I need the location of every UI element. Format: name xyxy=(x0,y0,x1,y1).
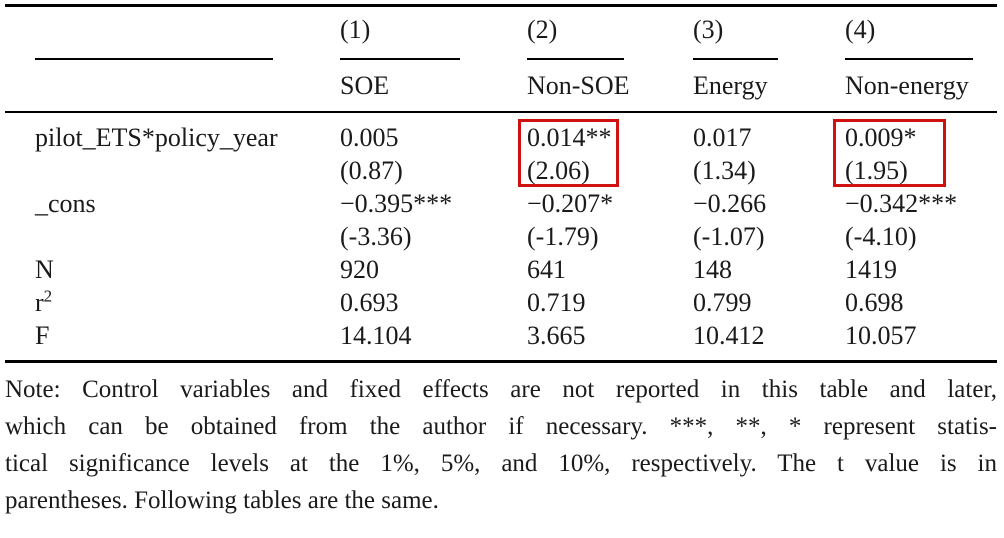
header-underline xyxy=(845,58,973,60)
note-line: parentheses. Following tables are the sa… xyxy=(5,487,439,514)
row-label: N xyxy=(35,255,54,284)
tvalue-cell: (-1.07) xyxy=(693,222,765,251)
column-number: (2) xyxy=(527,15,558,44)
stat-cell: 1419 xyxy=(845,255,897,284)
stat-cell: 0.693 xyxy=(340,288,399,317)
table-header: (1) (2) (3) (4) SOE Non-SOE Energy Non-e… xyxy=(5,6,997,113)
row-label xyxy=(5,220,340,253)
coefficient-cell: 0.017 xyxy=(693,123,752,152)
row-label: F xyxy=(35,321,50,350)
table-note: Note: Control variables and fixed effect… xyxy=(5,371,997,519)
coefficient-cell: −0.207* xyxy=(527,189,614,218)
stat-cell: 148 xyxy=(693,255,732,284)
note-line: tical significance levels at the 1%, 5%,… xyxy=(5,450,997,477)
highlight-box-nonsoe xyxy=(518,119,619,187)
coefficient-cell: −0.266 xyxy=(693,189,767,218)
note-line: Note: Control variables and fixed effect… xyxy=(5,376,997,403)
coefficient-cell: 0.009* xyxy=(845,123,917,152)
row-label xyxy=(5,154,340,187)
column-label: Non-SOE xyxy=(527,60,693,113)
column-number-row: (1) (2) (3) (4) xyxy=(5,6,997,60)
highlight-box-nonenergy xyxy=(833,119,946,187)
coefficient-cell: −0.395*** xyxy=(340,189,453,218)
header-underline xyxy=(35,58,273,60)
results-table: (1) (2) (3) (4) SOE Non-SOE Energy Non-e… xyxy=(5,4,997,363)
column-label: SOE xyxy=(340,60,527,113)
stat-cell: 0.698 xyxy=(845,288,904,317)
tvalue-cell: (0.87) xyxy=(340,156,403,185)
stat-cell: 641 xyxy=(527,255,566,284)
table-body: pilot_ETS*policy_year 0.005 0.014** 0.01… xyxy=(5,112,997,362)
column-number-cell: (2) xyxy=(527,6,693,60)
column-number: (3) xyxy=(693,15,724,44)
tvalue-cell: (1.34) xyxy=(693,156,756,185)
stat-cell: 10.057 xyxy=(845,321,917,350)
stub-header-cell xyxy=(5,60,340,113)
header-underline xyxy=(527,58,624,60)
tvalue-cell: (-3.36) xyxy=(340,222,412,251)
coefficient-cell: 0.014** xyxy=(527,123,612,152)
tvalue-cell: (1.95) xyxy=(845,156,908,185)
coefficient-cell: −0.342*** xyxy=(845,189,958,218)
row-label: _cons xyxy=(35,189,96,218)
column-label: Non-energy xyxy=(845,60,997,113)
coefficient-cell: 0.005 xyxy=(340,123,399,152)
regression-table: (1) (2) (3) (4) SOE Non-SOE Energy Non-e… xyxy=(5,4,997,363)
header-underline xyxy=(340,58,460,60)
table-row-rsquared: r2 0.693 0.719 0.799 0.698 xyxy=(5,286,997,319)
tvalue-cell: (-4.10) xyxy=(845,222,917,251)
stat-cell: 0.799 xyxy=(693,288,752,317)
column-label: Energy xyxy=(693,60,845,113)
column-number: (1) xyxy=(340,15,371,44)
table-row-coefficient: pilot_ETS*policy_year 0.005 0.014** 0.01… xyxy=(5,112,997,154)
note-line: which can be obtained from the author if… xyxy=(5,413,997,440)
table-row-tvalue: (-3.36) (-1.79) (-1.07) (-4.10) xyxy=(5,220,997,253)
stat-cell: 10.412 xyxy=(693,321,765,350)
column-label-row: SOE Non-SOE Energy Non-energy xyxy=(5,60,997,113)
table-row-fstat: F 14.104 3.665 10.412 10.057 xyxy=(5,319,997,362)
column-number-cell: (3) xyxy=(693,6,845,60)
table-row-tvalue: (0.87) (2.06) (1.34) (1.95) xyxy=(5,154,997,187)
column-number-cell: (4) xyxy=(845,6,997,60)
table-row-coefficient: _cons −0.395*** −0.207* −0.266 −0.342*** xyxy=(5,187,997,220)
row-label: r2 xyxy=(35,286,53,317)
stat-cell: 920 xyxy=(340,255,379,284)
tvalue-cell: (2.06) xyxy=(527,156,590,185)
stub-header-cell xyxy=(5,6,340,60)
tvalue-cell: (-1.79) xyxy=(527,222,599,251)
column-number-cell: (1) xyxy=(340,6,527,60)
column-number: (4) xyxy=(845,15,876,44)
stat-cell: 3.665 xyxy=(527,321,586,350)
stat-cell: 0.719 xyxy=(527,288,586,317)
table-row-observations: N 920 641 148 1419 xyxy=(5,253,997,286)
row-label: pilot_ETS*policy_year xyxy=(35,123,278,152)
stat-cell: 14.104 xyxy=(340,321,412,350)
header-underline xyxy=(693,58,778,60)
